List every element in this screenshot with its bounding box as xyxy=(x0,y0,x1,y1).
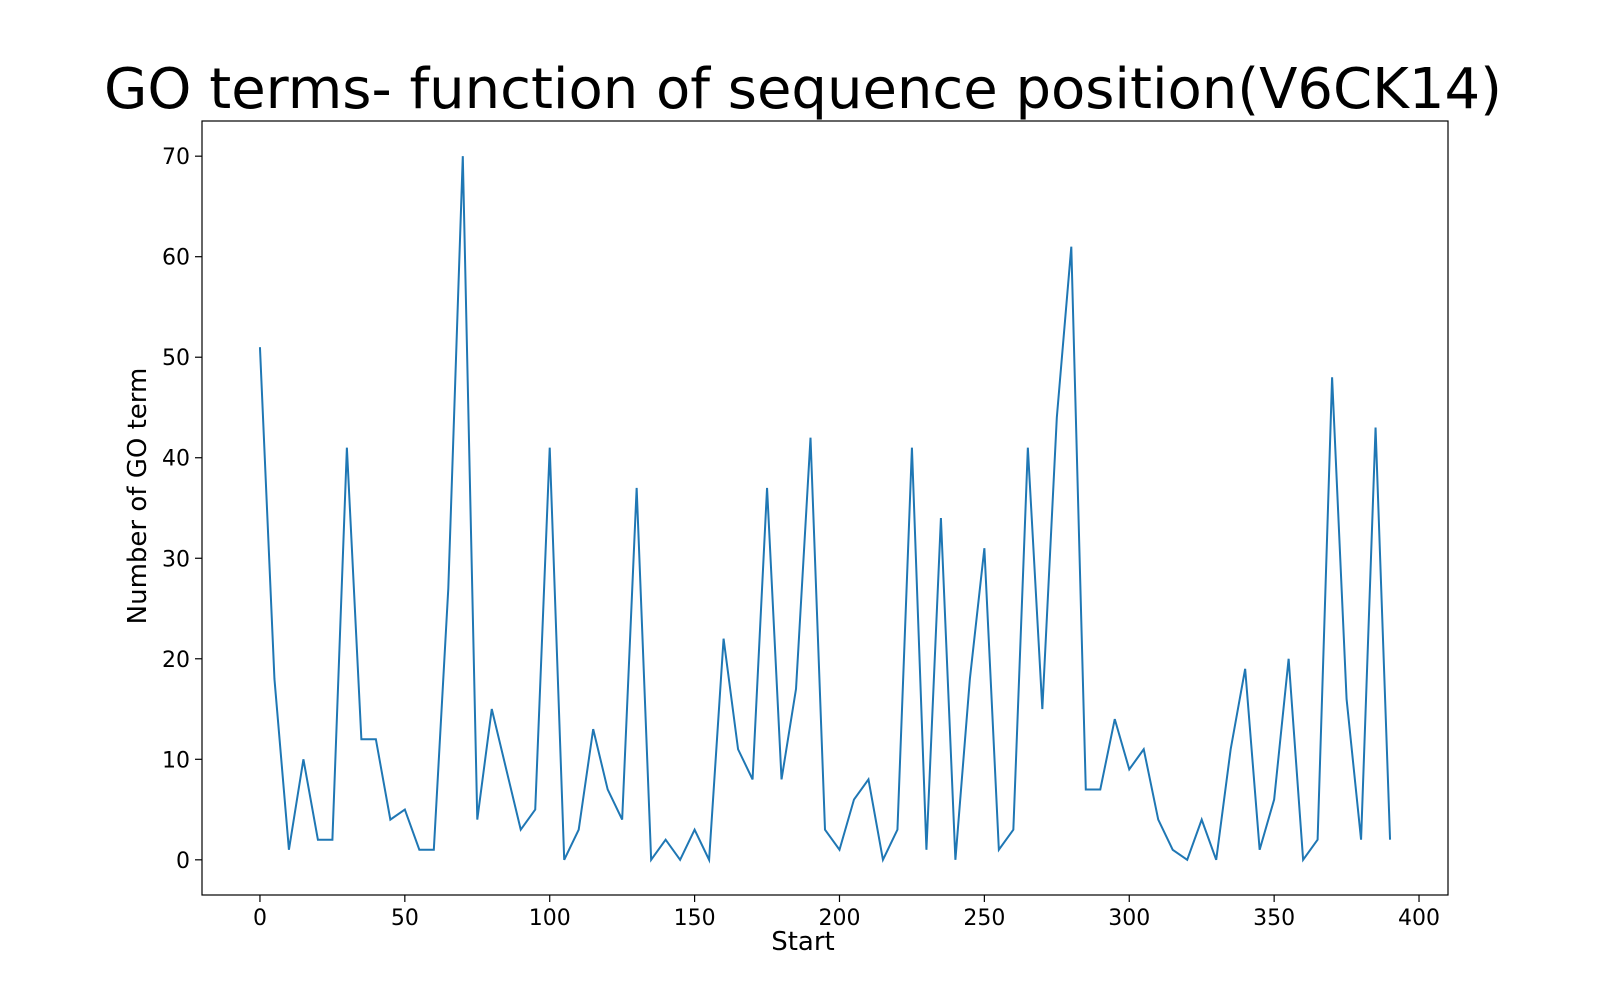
plot-area xyxy=(201,120,1449,896)
x-tick-label: 400 xyxy=(1398,906,1440,931)
x-tick-label: 50 xyxy=(391,906,419,931)
x-tick-label: 150 xyxy=(674,906,716,931)
y-axis-label: Number of GO term xyxy=(123,368,153,625)
y-tick-label: 20 xyxy=(162,648,190,673)
y-tick-label: 0 xyxy=(176,849,190,874)
x-axis: 0 50 100 150 200 250 300 350 400 xyxy=(253,895,1440,931)
x-axis-label: Start xyxy=(771,927,835,957)
x-tick-label: 350 xyxy=(1253,906,1295,931)
y-tick-label: 30 xyxy=(162,547,190,572)
x-tick-label: 300 xyxy=(1108,906,1150,931)
y-tick-label: 50 xyxy=(162,346,190,371)
x-tick-label: 200 xyxy=(818,906,860,931)
y-tick-label: 10 xyxy=(162,748,190,773)
plot-frame xyxy=(201,120,1449,896)
x-tick-label: 250 xyxy=(963,906,1005,931)
y-tick-label: 60 xyxy=(162,246,190,271)
y-tick-label: 40 xyxy=(162,447,190,472)
x-tick-label: 0 xyxy=(253,906,267,931)
y-axis: 0 10 20 30 40 50 60 70 xyxy=(162,145,202,874)
y-tick-label: 70 xyxy=(162,145,190,170)
series-line xyxy=(258,156,1392,864)
x-tick-label: 100 xyxy=(529,906,571,931)
chart-title: GO terms- function of sequence position(… xyxy=(104,57,1502,122)
